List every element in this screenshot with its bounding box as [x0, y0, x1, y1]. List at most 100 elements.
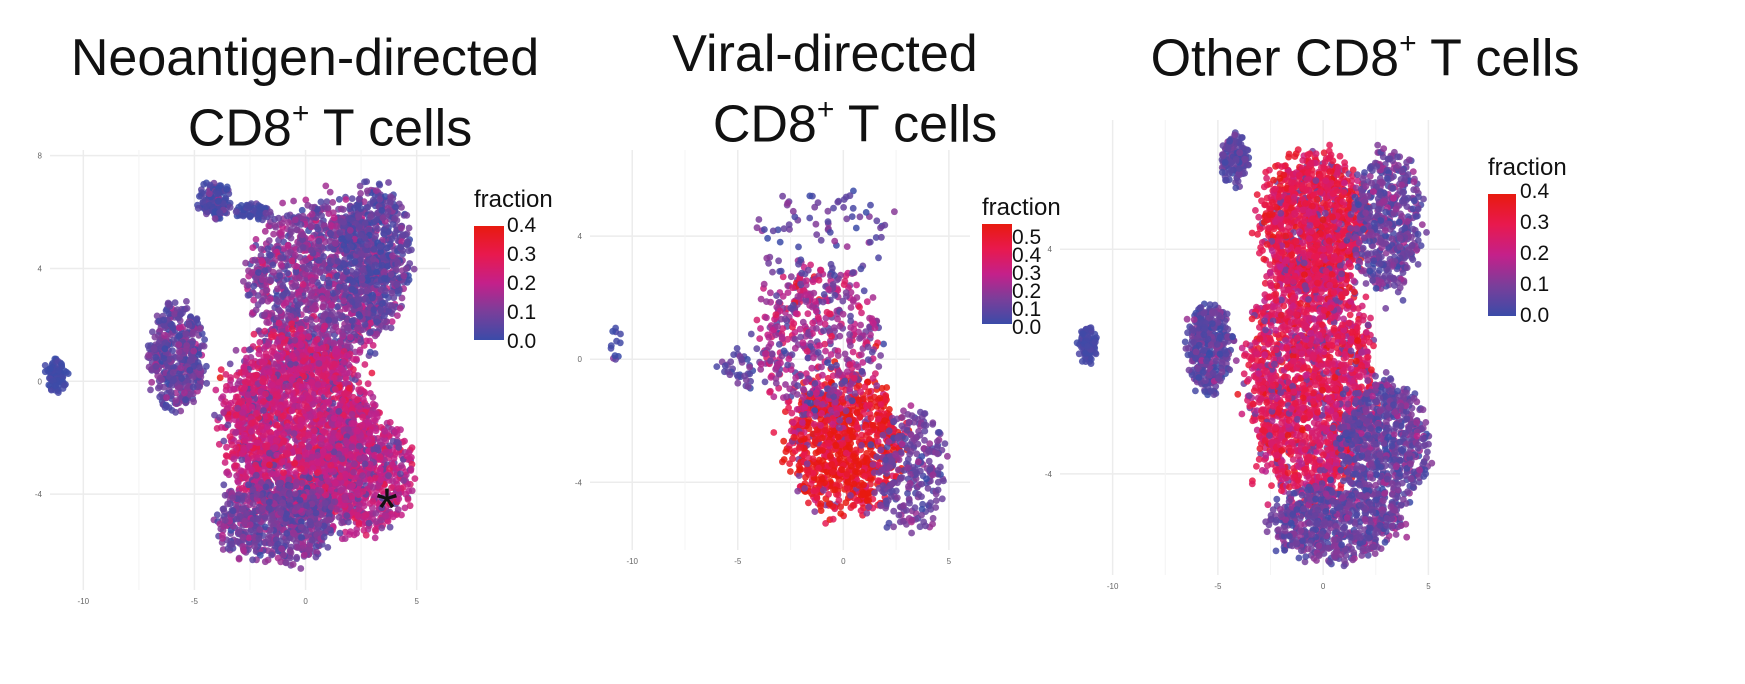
data-point — [354, 396, 361, 404]
data-point — [261, 267, 269, 275]
data-point — [380, 269, 388, 277]
data-point — [372, 261, 379, 269]
data-point — [263, 441, 271, 449]
data-point — [317, 198, 325, 206]
data-point — [324, 204, 332, 212]
data-point — [230, 455, 238, 463]
data-point — [234, 393, 242, 401]
data-point — [221, 459, 229, 466]
data-point — [223, 443, 230, 451]
data-point — [361, 178, 368, 186]
data-point — [384, 208, 392, 216]
data-point — [302, 306, 310, 313]
data-point — [328, 301, 336, 309]
data-point — [254, 439, 261, 447]
data-point — [284, 423, 291, 430]
data-point — [297, 320, 304, 327]
data-point — [279, 366, 287, 374]
data-point — [340, 370, 348, 377]
data-point — [347, 334, 354, 341]
data-point — [411, 475, 419, 482]
data-point — [271, 444, 279, 451]
data-point — [356, 455, 364, 463]
data-point — [212, 386, 220, 394]
data-point — [268, 400, 276, 407]
data-point — [308, 204, 316, 211]
data-point — [232, 462, 240, 469]
data-point — [297, 341, 305, 349]
data-point — [401, 504, 409, 512]
data-point — [330, 374, 338, 382]
data-points — [41, 178, 419, 572]
data-point — [313, 345, 321, 353]
data-point — [314, 381, 322, 388]
data-point — [331, 317, 339, 324]
data-point — [387, 271, 395, 278]
data-point — [313, 336, 321, 343]
data-point — [386, 240, 394, 248]
data-point — [350, 356, 358, 363]
data-point — [357, 232, 365, 239]
data-point — [342, 196, 350, 203]
data-point — [368, 369, 376, 377]
data-point — [356, 237, 364, 245]
data-point — [356, 388, 364, 395]
data-point — [367, 410, 375, 418]
data-point — [277, 254, 285, 261]
data-point — [372, 187, 380, 195]
data-point — [325, 210, 333, 218]
data-point — [278, 229, 285, 236]
data-point — [369, 294, 376, 302]
data-point — [284, 219, 292, 226]
data-point — [282, 400, 289, 408]
data-point — [299, 394, 306, 402]
data-point — [246, 442, 253, 450]
data-point — [342, 437, 350, 445]
data-point — [314, 205, 321, 213]
data-point — [348, 482, 356, 490]
data-point — [264, 423, 271, 430]
data-point — [264, 245, 272, 253]
data-point — [345, 233, 352, 241]
data-point — [228, 441, 236, 449]
data-point — [332, 347, 339, 355]
data-point — [318, 212, 325, 220]
data-point — [298, 333, 306, 341]
data-point — [348, 195, 356, 203]
data-point — [336, 473, 344, 481]
data-point — [330, 360, 338, 368]
data-point — [354, 372, 362, 379]
data-point — [340, 206, 347, 213]
data-point — [336, 283, 343, 291]
data-point — [353, 530, 360, 537]
data-point — [217, 366, 225, 373]
title-suffix: T cells — [322, 99, 473, 158]
data-point — [288, 257, 296, 265]
data-point — [345, 518, 352, 526]
data-point — [279, 282, 287, 290]
data-point — [360, 395, 367, 403]
data-point — [230, 385, 238, 393]
data-point — [324, 477, 332, 485]
data-point — [292, 482, 300, 490]
data-point — [302, 257, 310, 264]
data-point — [336, 264, 344, 272]
data-point — [379, 254, 387, 261]
data-point — [243, 354, 250, 362]
data-point — [357, 250, 365, 257]
data-point — [348, 443, 356, 451]
data-point — [361, 361, 369, 368]
data-point — [321, 468, 329, 476]
data-point — [397, 470, 404, 478]
data-point — [355, 195, 363, 203]
data-point — [396, 304, 404, 312]
data-point — [332, 479, 339, 487]
data-point — [385, 179, 392, 186]
data-point — [407, 467, 415, 474]
data-point — [373, 268, 381, 276]
data-point — [284, 462, 292, 470]
data-point — [250, 282, 258, 290]
data-point — [344, 324, 351, 332]
data-point — [327, 230, 335, 238]
data-point — [216, 374, 224, 382]
